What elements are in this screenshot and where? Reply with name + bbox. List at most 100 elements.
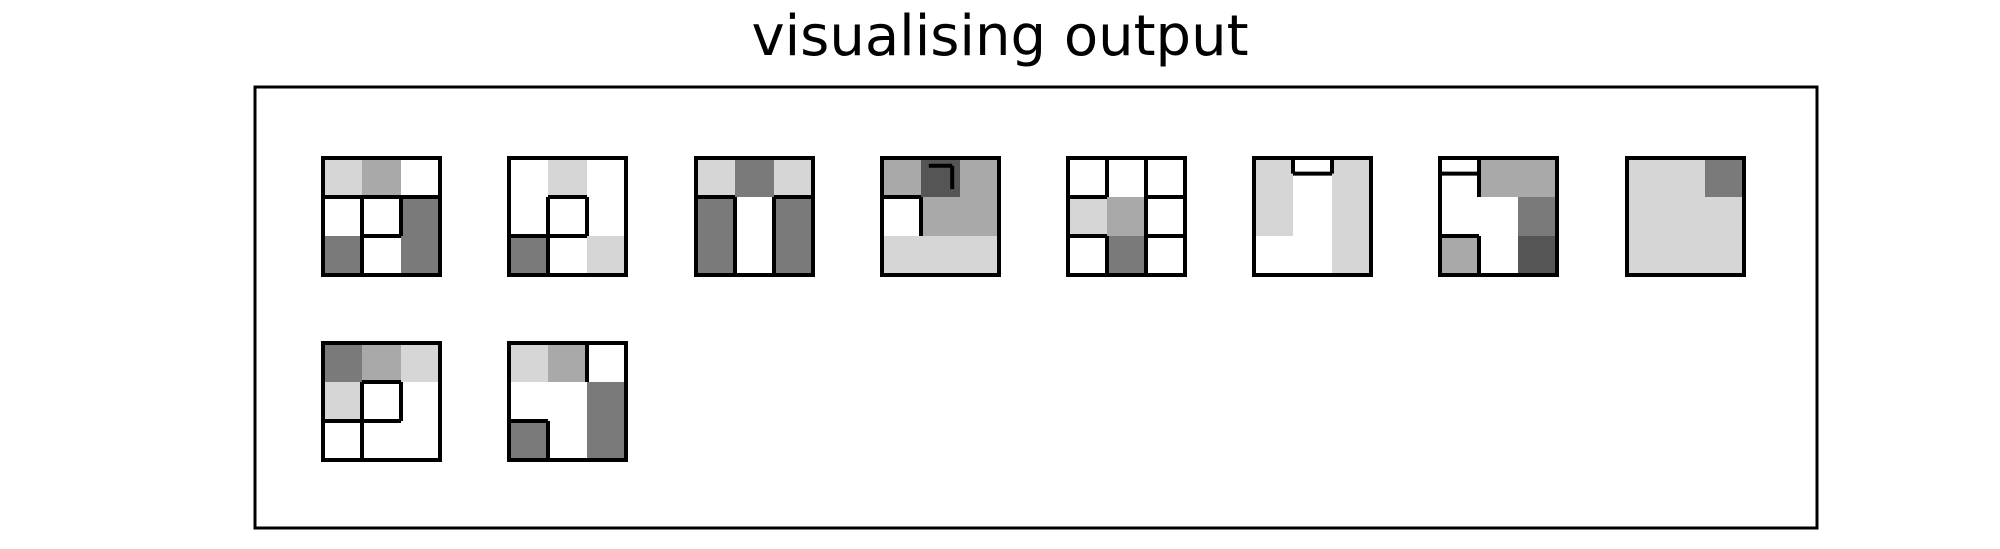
tile-cell <box>1666 158 1705 197</box>
tile-cell <box>362 421 401 460</box>
tile-cell <box>960 158 999 197</box>
tile-cell <box>1254 158 1293 197</box>
tile-border <box>1252 156 1373 277</box>
tile-cell <box>401 421 440 460</box>
tile-cell <box>1627 236 1666 275</box>
tile-cell <box>548 197 587 236</box>
tile-3 <box>694 156 815 277</box>
tile-border <box>1438 156 1559 277</box>
tile-2 <box>507 156 628 277</box>
tile-cell <box>696 158 735 197</box>
tile-cell <box>362 343 401 382</box>
tile-border <box>507 156 628 277</box>
tile-cell <box>735 158 774 197</box>
tile-cell <box>1293 197 1332 236</box>
tile-cell <box>1146 197 1185 236</box>
tile-cell <box>1627 197 1666 236</box>
tile-cell <box>509 421 548 460</box>
tile-cell <box>1332 236 1371 275</box>
tile-cell <box>362 158 401 197</box>
tile-6 <box>1252 156 1373 277</box>
tile-cell <box>1627 158 1666 197</box>
tile-cell <box>323 343 362 382</box>
tile-cell <box>1518 158 1557 197</box>
tile-cell <box>960 197 999 236</box>
tile-cell <box>587 236 626 275</box>
tile-cell <box>401 343 440 382</box>
tile-cell <box>1440 197 1479 236</box>
tile-cell <box>735 236 774 275</box>
tile-cell <box>774 158 813 197</box>
tile-cell <box>882 158 921 197</box>
tile-cell <box>1293 158 1332 197</box>
tile-cell <box>362 197 401 236</box>
tile-cell <box>1666 197 1705 236</box>
tile-cell <box>1440 236 1479 275</box>
tile-8 <box>1625 156 1746 277</box>
tile-cell <box>362 236 401 275</box>
tile-border <box>1066 156 1187 277</box>
tile-cell <box>696 236 735 275</box>
tile-cell <box>1518 197 1557 236</box>
tile-9 <box>321 341 442 462</box>
tile-cell <box>323 236 362 275</box>
tile-cell <box>401 236 440 275</box>
tile-border <box>1625 156 1746 277</box>
tile-cell <box>1146 158 1185 197</box>
tile-cell <box>882 197 921 236</box>
tile-cell <box>1705 158 1744 197</box>
tile-cell <box>587 343 626 382</box>
tile-cell <box>1293 236 1332 275</box>
tile-cell <box>587 421 626 460</box>
tile-cell <box>735 197 774 236</box>
frame-border <box>253 85 1819 530</box>
tile-cell <box>362 382 401 421</box>
tile-cell <box>323 382 362 421</box>
tile-border <box>694 156 815 277</box>
tile-cell <box>1254 236 1293 275</box>
tile-cell <box>1518 236 1557 275</box>
tile-10 <box>507 341 628 462</box>
tile-cell <box>1332 197 1371 236</box>
tile-cell <box>1440 158 1479 197</box>
tile-cell <box>548 421 587 460</box>
tile-cell <box>1068 197 1107 236</box>
tile-cell <box>509 382 548 421</box>
tile-cell <box>1107 236 1146 275</box>
tile-cell <box>882 236 921 275</box>
tile-cell <box>1107 197 1146 236</box>
tile-cell <box>401 158 440 197</box>
tile-cell <box>1666 236 1705 275</box>
tile-cell <box>1068 158 1107 197</box>
tile-border <box>321 156 442 277</box>
tile-cell <box>1479 236 1518 275</box>
tile-cell <box>1332 158 1371 197</box>
tile-cell <box>921 236 960 275</box>
tile-cell <box>1107 158 1146 197</box>
tile-cell <box>587 158 626 197</box>
tile-5 <box>1066 156 1187 277</box>
tile-cell <box>548 236 587 275</box>
tile-grid <box>321 156 1746 462</box>
tile-1 <box>321 156 442 277</box>
tile-cell <box>960 236 999 275</box>
tile-cell <box>587 197 626 236</box>
tile-cell <box>323 158 362 197</box>
tile-cell <box>509 158 548 197</box>
tile-cell <box>548 382 587 421</box>
tile-cell <box>509 236 548 275</box>
tile-border <box>880 156 1001 277</box>
tile-cell <box>1705 197 1744 236</box>
tile-border <box>507 341 628 462</box>
tile-cell <box>1068 236 1107 275</box>
tile-cell <box>774 236 813 275</box>
tile-7 <box>1438 156 1559 277</box>
tile-cell <box>548 158 587 197</box>
tile-cell <box>509 197 548 236</box>
tile-cell <box>1254 197 1293 236</box>
figure-title: visualising output <box>751 4 1249 69</box>
tile-cell <box>1479 158 1518 197</box>
tile-cell <box>509 343 548 382</box>
tile-cell <box>587 382 626 421</box>
tile-cell <box>548 343 587 382</box>
